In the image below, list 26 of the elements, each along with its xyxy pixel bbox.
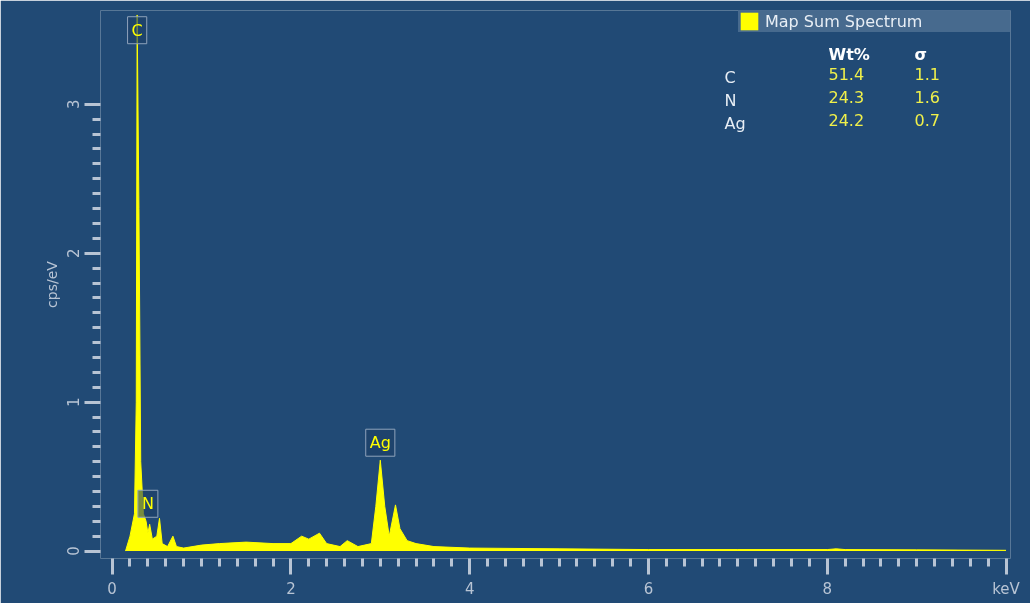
- x-tick-label: 8: [822, 579, 833, 598]
- y-tick-label: 2: [65, 248, 84, 258]
- annotation: Wt%: [828, 44, 870, 64]
- annotation: Ag: [724, 113, 746, 133]
- annotation: C: [131, 20, 143, 40]
- annotation: 1.1: [914, 64, 940, 84]
- annotation: 24.3: [828, 87, 865, 107]
- y-axis-title: cps/eV: [43, 260, 60, 308]
- x-tick-label: 4: [464, 579, 475, 598]
- annotation: N: [724, 90, 737, 110]
- x-tick-label: keV: [992, 579, 1021, 598]
- annotation: 1.6: [914, 87, 940, 107]
- y-tick-label: 1: [65, 397, 84, 407]
- y-tick-label: 0: [65, 546, 84, 556]
- annotation: 0.7: [914, 110, 940, 130]
- annotation: 24.2: [828, 110, 865, 130]
- x-tick-label: 6: [643, 579, 654, 598]
- annotation: N: [141, 494, 154, 514]
- annotation: Ag: [369, 433, 391, 453]
- annotation: σ: [914, 44, 927, 64]
- annotation: C: [724, 67, 736, 87]
- x-tick-label: 2: [286, 579, 296, 598]
- x-tick-label: 0: [107, 579, 117, 598]
- legend-label: Map Sum Spectrum: [765, 11, 924, 31]
- y-tick-label: 3: [65, 99, 84, 110]
- annotation: 51.4: [828, 64, 865, 84]
